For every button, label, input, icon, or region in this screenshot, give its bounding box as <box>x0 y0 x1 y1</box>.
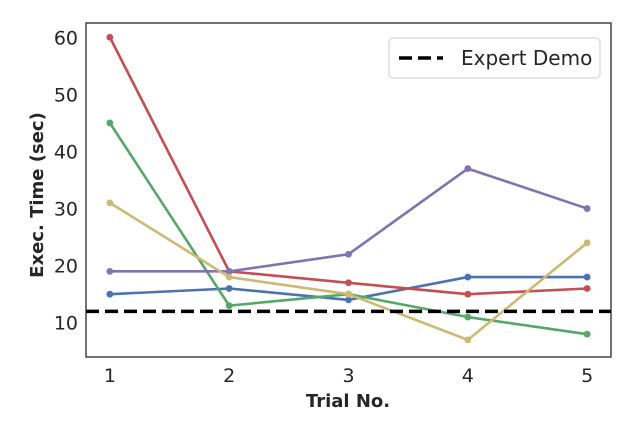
series-2 <box>106 119 591 338</box>
y-tick-label: 10 <box>54 313 78 335</box>
series-2-point <box>106 119 114 127</box>
series-1 <box>106 273 591 304</box>
series-5-point <box>345 290 352 298</box>
series-1-point <box>464 273 472 281</box>
y-tick-label: 50 <box>54 84 78 106</box>
series-3 <box>106 33 591 298</box>
series-1-point <box>345 296 352 304</box>
legend-label-expert-demo: Expert Demo <box>461 46 592 70</box>
series-4-point <box>583 205 591 212</box>
series-layer <box>106 33 591 344</box>
series-2-point <box>464 313 472 321</box>
series-5-point <box>583 239 591 247</box>
x-axis-label: Trial No. <box>306 391 390 412</box>
y-axis-label: Exec. Time (sec) <box>27 112 48 278</box>
x-tick-label: 2 <box>223 365 235 387</box>
series-5-point <box>225 273 233 281</box>
x-tick-label: 1 <box>104 365 116 387</box>
series-4-point <box>464 165 472 172</box>
series-4 <box>106 165 591 275</box>
series-3-point <box>106 33 114 41</box>
x-axis-ticks: 1 2 3 4 5 <box>104 365 593 387</box>
series-1-point <box>583 273 591 281</box>
x-tick-label: 3 <box>342 365 354 387</box>
y-tick-label: 20 <box>54 256 78 278</box>
y-tick-label: 60 <box>54 27 78 49</box>
plot-frame <box>85 22 612 358</box>
series-3-point <box>464 290 472 298</box>
series-4-point <box>106 267 114 275</box>
y-tick-label: 30 <box>54 199 78 221</box>
series-1-point <box>106 290 114 298</box>
series-3-point <box>583 285 591 292</box>
series-2-point <box>583 330 591 338</box>
legend: Expert Demo <box>388 37 601 79</box>
series-2-point <box>225 302 233 310</box>
y-axis-ticks: 10 20 30 40 50 60 <box>54 27 78 334</box>
legend-box <box>388 37 601 79</box>
series-5 <box>106 199 591 344</box>
series-1-point <box>225 285 233 292</box>
y-tick-label: 40 <box>54 141 78 163</box>
series-4-point <box>345 250 352 258</box>
series-5-point <box>106 199 114 207</box>
series-5-point <box>464 336 472 344</box>
series-3-point <box>345 279 352 287</box>
series-4-point <box>225 267 233 275</box>
x-tick-label: 5 <box>581 365 593 387</box>
x-tick-label: 4 <box>462 365 474 387</box>
